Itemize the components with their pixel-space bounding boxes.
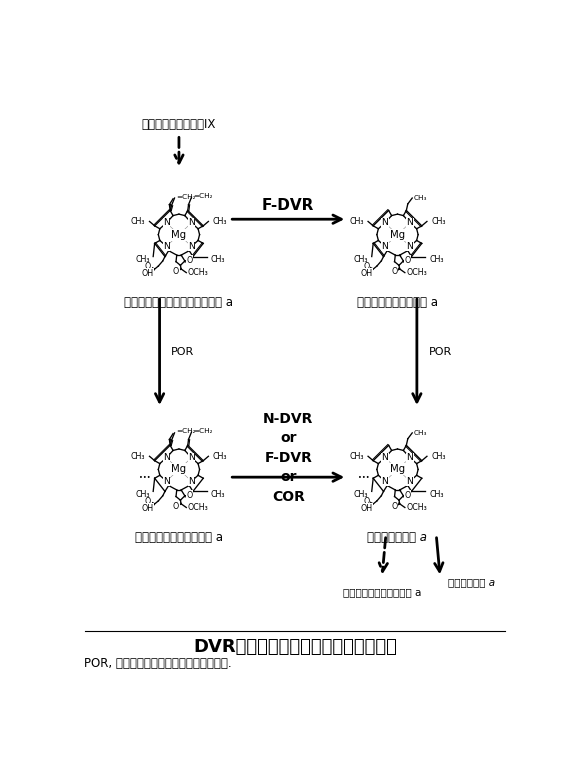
- Text: O: O: [363, 263, 370, 271]
- Text: POR, プロトクロロフィリドレダクターゼ.: POR, プロトクロロフィリドレダクターゼ.: [84, 657, 231, 670]
- Text: CH₃: CH₃: [349, 452, 363, 461]
- Text: =CH₂: =CH₂: [176, 429, 195, 435]
- Text: N: N: [163, 477, 170, 485]
- Text: CH₃: CH₃: [414, 430, 427, 436]
- Text: Mg: Mg: [172, 465, 187, 475]
- Text: OH: OH: [142, 269, 154, 278]
- Text: Mg: Mg: [390, 465, 405, 475]
- Text: ジビニルプロトクロロフィリド a: ジビニルプロトクロロフィリド a: [124, 296, 233, 309]
- Text: =CH₂: =CH₂: [176, 194, 195, 200]
- Text: CH₃: CH₃: [135, 490, 150, 499]
- Text: O: O: [145, 497, 151, 506]
- Text: •••: •••: [358, 475, 370, 482]
- Text: CH₃: CH₃: [354, 490, 368, 499]
- Text: OCH₃: OCH₃: [406, 503, 427, 512]
- Text: CH₃: CH₃: [429, 255, 444, 264]
- Text: CH₃: CH₃: [431, 217, 446, 226]
- Text: N: N: [407, 218, 414, 227]
- Text: OCH₃: OCH₃: [188, 503, 209, 512]
- Text: CH₃: CH₃: [431, 452, 446, 461]
- Text: CH₃: CH₃: [211, 490, 225, 499]
- Text: OCH₃: OCH₃: [406, 268, 427, 277]
- Text: O: O: [392, 502, 397, 511]
- Text: N: N: [381, 453, 388, 462]
- Text: N: N: [381, 218, 388, 227]
- Text: Mg: Mg: [390, 230, 405, 240]
- Text: N-DVR
or
F-DVR
or
COR: N-DVR or F-DVR or COR: [263, 412, 313, 504]
- Text: N: N: [163, 218, 170, 227]
- Text: N: N: [407, 242, 414, 251]
- Text: CH₃: CH₃: [135, 255, 150, 264]
- Text: N: N: [163, 242, 170, 251]
- Text: プロトポルフィリンIX: プロトポルフィリンIX: [142, 118, 216, 131]
- Text: CH₃: CH₃: [211, 255, 225, 264]
- Text: O: O: [405, 256, 411, 265]
- Text: OH: OH: [361, 504, 373, 513]
- Text: F-DVR: F-DVR: [262, 198, 314, 213]
- Text: CH₃: CH₃: [354, 255, 368, 264]
- Text: バクテリオクロロフィル a: バクテリオクロロフィル a: [343, 588, 421, 598]
- Text: =CH₂: =CH₂: [193, 193, 213, 199]
- Text: O: O: [173, 502, 179, 511]
- Text: CH₃: CH₃: [213, 217, 228, 226]
- Text: CH₃: CH₃: [429, 490, 444, 499]
- Text: O: O: [392, 267, 397, 276]
- Text: =CH₂: =CH₂: [193, 428, 213, 434]
- Text: プロトクロロフィリド a: プロトクロロフィリド a: [357, 296, 438, 309]
- Text: O: O: [405, 491, 411, 499]
- Text: Mg: Mg: [172, 230, 187, 240]
- Text: O: O: [186, 491, 192, 499]
- Text: CH₃: CH₃: [213, 452, 228, 461]
- Text: CH₃: CH₃: [414, 195, 427, 201]
- Text: ジビニルクロロフィリド a: ジビニルクロロフィリド a: [135, 531, 223, 544]
- Text: N: N: [163, 453, 170, 462]
- Text: N: N: [188, 242, 195, 251]
- Text: •••: •••: [139, 475, 151, 482]
- Text: CH₃: CH₃: [349, 217, 363, 226]
- Text: O: O: [363, 497, 370, 506]
- Text: N: N: [381, 477, 388, 485]
- Text: O: O: [186, 256, 192, 265]
- Text: クロロフィル a: クロロフィル a: [448, 578, 495, 588]
- Text: OCH₃: OCH₃: [188, 268, 209, 277]
- Text: CH₃: CH₃: [131, 452, 145, 461]
- Text: OH: OH: [142, 504, 154, 513]
- Text: N: N: [407, 477, 414, 485]
- Text: DVRが関与するクロロフィルの生合成: DVRが関与するクロロフィルの生合成: [194, 637, 397, 656]
- Text: CH₃: CH₃: [131, 217, 145, 226]
- Text: N: N: [188, 453, 195, 462]
- Text: N: N: [407, 453, 414, 462]
- Text: POR: POR: [171, 347, 195, 357]
- Text: N: N: [188, 218, 195, 227]
- Text: N: N: [381, 242, 388, 251]
- Text: OH: OH: [361, 269, 373, 278]
- Text: O: O: [173, 267, 179, 276]
- Text: POR: POR: [429, 347, 452, 357]
- Text: クロロフィリド a: クロロフィリド a: [367, 531, 427, 544]
- Text: O: O: [145, 263, 151, 271]
- Text: N: N: [188, 477, 195, 485]
